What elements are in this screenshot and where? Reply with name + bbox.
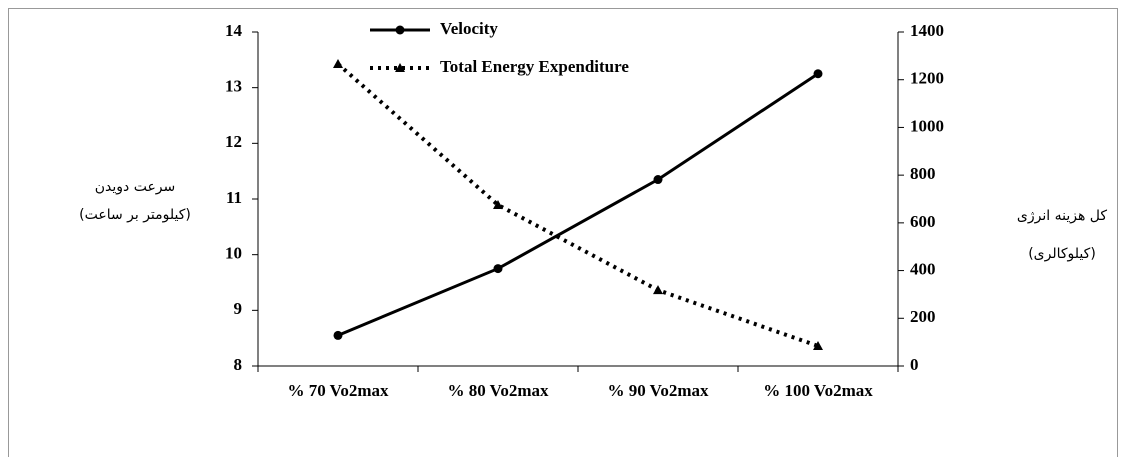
data-point bbox=[493, 264, 503, 274]
y-tick-label: 9 bbox=[234, 299, 243, 318]
data-point bbox=[653, 285, 663, 295]
y2-tick-label: 800 bbox=[910, 164, 936, 183]
legend-marker bbox=[395, 63, 405, 72]
y-axis-label: (کیلومتر بر ساعت) bbox=[79, 207, 191, 223]
x-tick-label: % 80 Vo2max bbox=[447, 381, 549, 400]
y2-tick-label: 1000 bbox=[910, 116, 944, 135]
y2-tick-label: 1200 bbox=[910, 69, 944, 88]
y-tick-label: 10 bbox=[225, 244, 242, 263]
y2-tick-label: 200 bbox=[910, 307, 936, 326]
y2-tick-label: 1400 bbox=[910, 21, 944, 40]
y2-tick-label: 400 bbox=[910, 259, 936, 278]
x-tick-label: % 100 Vo2max bbox=[763, 381, 873, 400]
y-axis-label: سرعت دویدن bbox=[95, 179, 176, 195]
data-point bbox=[813, 340, 823, 350]
data-point bbox=[493, 199, 503, 209]
y-tick-label: 12 bbox=[225, 132, 242, 151]
series-line bbox=[337, 72, 819, 337]
legend-marker bbox=[395, 25, 405, 35]
y-tick-label: 11 bbox=[226, 188, 242, 207]
x-tick-label: % 70 Vo2max bbox=[287, 381, 389, 400]
y-tick-label: 8 bbox=[234, 355, 243, 374]
x-tick-label: % 90 Vo2max bbox=[607, 381, 709, 400]
data-point bbox=[333, 58, 343, 68]
y2-axis-label: (کیلوکالری) bbox=[1028, 246, 1096, 262]
y-tick-label: 13 bbox=[225, 77, 242, 96]
data-point bbox=[333, 330, 343, 340]
legend-label: Total Energy Expenditure bbox=[440, 57, 629, 76]
data-point bbox=[813, 69, 823, 79]
y2-tick-label: 0 bbox=[910, 355, 919, 374]
legend-label: Velocity bbox=[440, 19, 498, 38]
y2-axis-label: کل هزینه انرژی bbox=[1017, 208, 1107, 224]
y2-tick-label: 600 bbox=[910, 212, 936, 231]
data-point bbox=[653, 175, 663, 185]
series-line bbox=[336, 62, 819, 348]
y-tick-label: 14 bbox=[225, 21, 243, 40]
